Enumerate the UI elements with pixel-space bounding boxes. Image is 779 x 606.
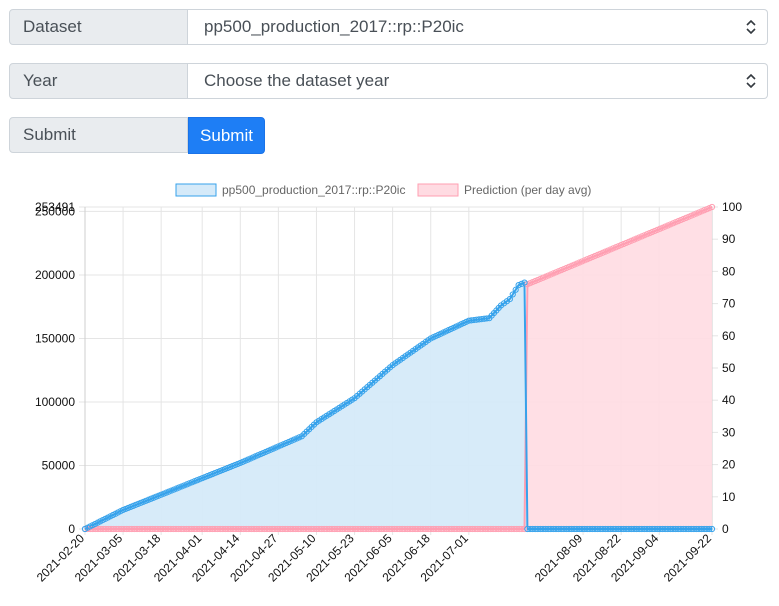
y-left-tick-label: 150000 <box>35 331 75 345</box>
y-left-tick-label: 200000 <box>35 268 75 282</box>
submit-row: Submit Submit <box>9 117 265 155</box>
legend-label: pp500_production_2017::rp::P20ic <box>222 183 405 197</box>
actual-point <box>512 286 519 293</box>
y-right-tick-label: 100 <box>722 200 742 214</box>
dataset-select-value: pp500_production_2017::rp::P20ic <box>204 17 464 36</box>
actual-point <box>509 291 516 298</box>
dataset-label: Dataset <box>9 9 188 45</box>
y-right-tick-label: 60 <box>722 329 736 343</box>
chevron-updown-icon <box>746 20 756 34</box>
actual-point <box>483 315 490 322</box>
actual-area <box>85 282 712 529</box>
submit-button[interactable]: Submit <box>188 117 265 154</box>
actual-point <box>515 282 522 289</box>
year-select[interactable]: Choose the dataset year <box>188 63 768 99</box>
actual-point <box>506 295 513 303</box>
actual-point <box>521 279 528 286</box>
chevron-updown-icon <box>746 74 756 88</box>
y-right-tick-label: 50 <box>722 361 736 375</box>
dataset-row: Dataset pp500_production_2017::rp::P20ic <box>9 9 768 47</box>
y-right-tick-label: 10 <box>722 490 736 504</box>
y-right-tick-label: 0 <box>722 522 729 536</box>
y-left-tick-label: 100000 <box>35 395 75 409</box>
y-left-tick-label: 250000 <box>35 204 75 218</box>
year-select-value: Choose the dataset year <box>204 71 390 90</box>
prediction-point <box>708 203 716 211</box>
year-row: Year Choose the dataset year <box>9 63 768 101</box>
submit-label: Submit <box>9 117 188 153</box>
year-label: Year <box>9 63 188 99</box>
y-left-tick-label: 0 <box>68 522 75 536</box>
y-right-tick-label: 40 <box>722 393 736 407</box>
y-right-tick-label: 80 <box>722 264 736 278</box>
actual-point <box>708 525 716 533</box>
y-right-tick-label: 20 <box>722 458 736 472</box>
actual-point <box>518 280 525 287</box>
legend-swatch <box>175 183 217 197</box>
legend-swatch <box>417 183 459 197</box>
legend-label: Prediction (per day avg) <box>464 183 591 197</box>
y-right-tick-label: 70 <box>722 297 736 311</box>
y-right-tick-label: 90 <box>722 232 736 246</box>
y-right-tick-label: 30 <box>722 425 736 439</box>
x-tick-label: 2021-09-22 <box>661 531 715 585</box>
y-left-tick-label: 253491 <box>35 200 75 214</box>
dataset-select[interactable]: pp500_production_2017::rp::P20ic <box>188 9 768 45</box>
y-left-tick-label: 50000 <box>42 458 76 472</box>
actual-point <box>706 525 713 533</box>
prediction-area <box>85 207 712 529</box>
